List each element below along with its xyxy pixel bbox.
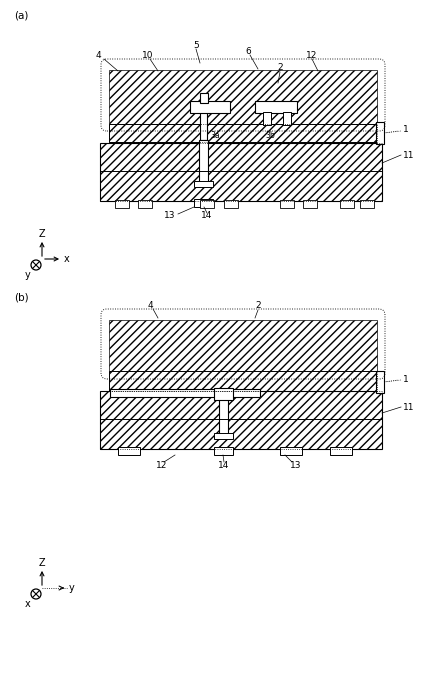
Text: x: x [64,254,70,264]
Bar [200,102,207,140]
Text: (a): (a) [14,10,28,20]
Text: 11: 11 [403,403,415,412]
Text: 5: 5 [193,40,199,49]
Text: 4: 4 [95,51,101,60]
Bar [100,143,382,201]
Bar [214,447,233,455]
Text: 3b: 3b [265,130,275,139]
Bar [280,447,302,455]
Text: Z: Z [39,229,45,239]
Text: 2: 2 [255,301,261,310]
Bar [263,112,271,125]
Text: Z: Z [39,558,45,568]
Bar [376,371,384,393]
Bar [100,391,382,449]
Bar [190,101,230,113]
Bar [109,371,377,391]
Text: 13: 13 [164,211,176,220]
Text: 6: 6 [245,46,251,55]
Text: x: x [25,599,31,609]
Bar [138,200,152,208]
Bar [115,200,129,208]
Bar [330,447,352,455]
Bar [194,199,213,207]
Text: 2: 2 [277,64,283,73]
Bar [283,112,291,125]
Bar [214,433,233,439]
Bar [214,388,233,400]
Text: (b): (b) [14,293,29,303]
Bar [110,389,260,397]
Text: y: y [69,583,75,593]
Bar [109,124,377,142]
Bar [118,447,140,455]
Bar [376,122,384,144]
Bar [200,200,214,208]
Text: 14: 14 [201,211,213,220]
Bar [360,200,374,208]
Text: 1: 1 [403,374,409,383]
Bar [200,93,208,103]
Bar [100,391,382,449]
Text: 14: 14 [218,461,230,469]
Text: 12: 12 [156,461,168,469]
Bar [340,200,354,208]
Bar [109,124,377,142]
Bar [199,140,208,183]
Bar [100,143,382,201]
Bar [255,101,297,113]
Text: 12: 12 [306,51,318,60]
Text: 11: 11 [403,150,415,159]
Text: 3a: 3a [210,130,220,139]
Bar [194,181,213,187]
Text: y: y [25,270,31,280]
Text: 1: 1 [403,125,409,134]
Text: 10: 10 [142,51,154,60]
Bar [219,391,228,435]
Text: 4: 4 [147,301,153,310]
Bar [109,371,377,391]
Bar [280,200,294,208]
Bar [109,70,377,124]
Bar [303,200,317,208]
Bar [109,320,377,372]
Text: 13: 13 [290,461,302,469]
Bar [224,200,238,208]
